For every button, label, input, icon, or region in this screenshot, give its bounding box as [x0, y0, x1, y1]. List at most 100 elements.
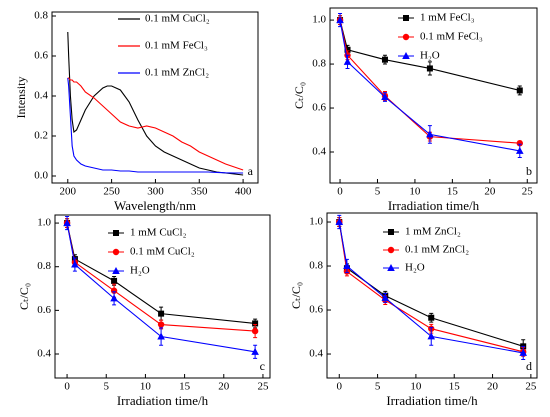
y-axis-label: Intensity	[14, 77, 28, 119]
legend-label: 0.1 mM CuCl₂	[145, 13, 210, 25]
y-tick-label: 0.6	[34, 50, 48, 62]
x-tick-label: 5	[103, 381, 109, 393]
x-tick-label: 25	[525, 381, 537, 393]
x-tick-label: 0	[337, 381, 343, 393]
panel-letter: b	[526, 164, 532, 178]
x-tick-label: 15	[447, 186, 459, 198]
marker	[157, 332, 165, 340]
panel-letter: a	[248, 164, 254, 178]
legend-label: 0.1 mM FeCl₃	[420, 31, 483, 43]
legend-label: 1 mM CuCl₂	[130, 227, 187, 239]
legend-marker	[387, 246, 395, 254]
marker	[426, 130, 434, 138]
x-axis-label: Irradiation time/h	[386, 393, 478, 408]
x-tick-label: 250	[103, 186, 120, 198]
legend-label: 0.1 mM CuCl₂	[130, 246, 195, 258]
plot-frame	[329, 7, 538, 184]
legend-marker	[112, 248, 120, 256]
marker	[111, 277, 118, 284]
marker	[157, 321, 165, 328]
marker	[428, 314, 435, 321]
legend-marker	[388, 229, 394, 235]
y-tick-label: 0.4	[37, 348, 51, 360]
plot-frame	[51, 11, 259, 184]
marker	[519, 348, 528, 356]
x-tick-label: 200	[60, 186, 77, 198]
marker	[252, 320, 259, 327]
legend-label: 0.1 mM ZnCl₂	[145, 67, 209, 79]
y-tick-label: 0.8	[312, 58, 326, 70]
y-tick-label: 1.0	[312, 14, 326, 26]
x-tick-label: 20	[487, 381, 499, 393]
series-line	[67, 77, 244, 171]
legend-marker	[112, 267, 120, 274]
panel-letter: d	[526, 359, 532, 373]
y-tick-label: 0.8	[34, 10, 48, 22]
legend-label: H₂O	[420, 50, 440, 62]
marker	[516, 87, 523, 94]
x-tick-label: 20	[484, 186, 496, 198]
legend-marker	[402, 52, 410, 59]
x-tick-label: 10	[140, 381, 152, 393]
x-tick-label: 5	[375, 186, 381, 198]
x-tick-label: 15	[179, 381, 191, 393]
y-axis-label: Cₜ/C₀	[292, 82, 306, 109]
legend-marker	[403, 15, 409, 21]
marker	[336, 16, 344, 24]
y-tick-label: 0.4	[309, 348, 323, 360]
marker	[381, 93, 389, 101]
marker	[251, 347, 259, 355]
y-tick-label: 1.0	[309, 216, 323, 228]
x-tick-label: 25	[257, 381, 269, 393]
plot-frame	[326, 212, 538, 379]
legend-marker	[402, 33, 410, 41]
x-tick-label: 20	[218, 381, 230, 393]
legend-label: 1 mM FeCl₃	[420, 12, 475, 24]
x-axis-label: Irradiation time/h	[117, 393, 209, 408]
y-tick-label: 0.4	[312, 146, 326, 158]
x-tick-label: 5	[375, 381, 381, 393]
marker	[381, 293, 390, 301]
marker	[343, 57, 352, 65]
marker	[110, 287, 118, 294]
marker	[251, 327, 259, 335]
marker	[71, 260, 79, 268]
series-line	[67, 77, 244, 174]
x-tick-label: 350	[191, 186, 208, 198]
y-tick-label: 1.0	[37, 217, 51, 229]
marker	[344, 46, 351, 53]
legend-label: 1 mM ZnCl₂	[405, 226, 461, 238]
legend-marker	[113, 230, 119, 236]
y-tick-label: 0.6	[37, 304, 51, 316]
marker	[426, 65, 433, 72]
legend-label: H₂O	[130, 265, 150, 277]
series-line	[67, 31, 244, 176]
y-tick-label: 0.8	[309, 260, 323, 272]
x-tick-label: 0	[64, 381, 70, 393]
y-tick-label: 0.6	[312, 102, 326, 114]
marker	[516, 140, 523, 147]
x-tick-label: 0	[337, 186, 343, 198]
marker	[158, 310, 165, 317]
x-axis-label: Irradiation time/h	[388, 198, 480, 213]
x-tick-label: 10	[410, 381, 422, 393]
x-tick-label: 25	[522, 186, 534, 198]
marker	[63, 219, 71, 227]
marker	[110, 294, 118, 302]
legend-label: 0.1 mM ZnCl₂	[405, 244, 469, 256]
y-tick-label: 0.4	[34, 90, 48, 102]
y-tick-label: 0.8	[37, 260, 51, 272]
y-axis-label: Cₜ/C₀	[17, 283, 31, 310]
y-tick-label: 0.2	[34, 130, 48, 142]
x-tick-label: 400	[235, 186, 252, 198]
y-axis-label: Cₜ/C₀	[289, 282, 303, 309]
marker	[335, 218, 344, 226]
marker	[515, 146, 524, 154]
marker	[381, 56, 388, 63]
x-tick-label: 10	[409, 186, 421, 198]
plot-frame	[54, 214, 271, 379]
x-tick-label: 300	[147, 186, 164, 198]
x-tick-label: 15	[449, 381, 461, 393]
